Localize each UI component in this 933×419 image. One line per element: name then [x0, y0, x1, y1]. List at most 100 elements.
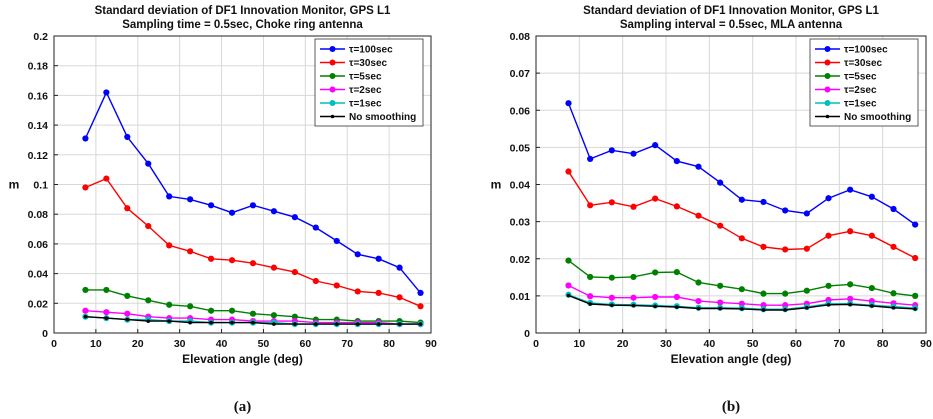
- y-tick-label: 0.03: [510, 217, 531, 229]
- y-tick-label: 0.01: [510, 291, 531, 303]
- data-point: [868, 284, 875, 292]
- y-tick-label: 0.07: [510, 68, 531, 80]
- legend-entry: τ=2sec: [349, 85, 382, 96]
- data-point: [187, 303, 194, 310]
- data-point: [124, 205, 131, 212]
- data-point: [695, 279, 702, 286]
- chart-title: Standard deviation of DF1 Innovation Mon…: [95, 5, 391, 17]
- data-point: [355, 322, 360, 326]
- legend-swatch-marker: [329, 59, 336, 66]
- x-tick-label: 40: [703, 338, 715, 350]
- legend-swatch-marker: [824, 73, 831, 79]
- x-tick-label: 60: [790, 338, 802, 350]
- data-point: [912, 292, 919, 299]
- legend-entry: τ=30sec: [844, 58, 883, 69]
- data-point: [847, 186, 854, 193]
- legend-swatch-marker: [824, 59, 831, 66]
- legend-entry: τ=1sec: [349, 99, 382, 110]
- data-point: [228, 209, 236, 216]
- legend-swatch-marker: [329, 86, 336, 93]
- data-point: [166, 193, 173, 200]
- series-0: [565, 100, 919, 228]
- legend-entry: τ=5sec: [844, 72, 877, 83]
- legend-box: [314, 38, 424, 127]
- legend-swatch-marker: [329, 46, 336, 52]
- data-point: [630, 150, 637, 157]
- legend-entry: τ=30sec: [349, 58, 388, 69]
- data-point: [610, 303, 614, 307]
- x-tick-label: 60: [299, 338, 311, 350]
- data-point: [803, 287, 810, 294]
- data-point: [631, 303, 636, 308]
- legend-swatch-marker: [825, 114, 830, 119]
- legend-swatch-marker: [329, 73, 336, 79]
- legend-entry: τ=100sec: [844, 45, 888, 56]
- data-point: [760, 243, 767, 250]
- x-tick-label: 80: [877, 338, 889, 350]
- data-point: [608, 294, 615, 301]
- data-point: [738, 286, 745, 293]
- data-point: [608, 199, 615, 206]
- data-point: [825, 232, 832, 239]
- x-tick-label: 30: [174, 338, 186, 350]
- series-1: [565, 168, 919, 262]
- data-point: [587, 202, 594, 209]
- series-5: [83, 314, 423, 326]
- data-point: [587, 273, 594, 281]
- data-point: [83, 314, 88, 319]
- y-tick-label: 0: [42, 328, 48, 340]
- data-point: [104, 316, 109, 320]
- data-point: [760, 198, 767, 206]
- series-2: [565, 257, 919, 299]
- data-point: [673, 293, 680, 301]
- data-point: [847, 295, 854, 302]
- data-point: [652, 195, 659, 202]
- data-point: [652, 293, 659, 301]
- chart-b: Standard deviation of DF1 Innovation Mon…: [491, 5, 932, 415]
- legend-entry: τ=100sec: [349, 45, 393, 56]
- data-point: [249, 310, 257, 317]
- x-tick-label: 0: [533, 338, 539, 350]
- legend-swatch-marker: [330, 114, 335, 119]
- data-point: [738, 235, 745, 242]
- y-axis-label: m: [9, 178, 20, 192]
- data-point: [782, 207, 789, 214]
- data-point: [166, 242, 173, 249]
- data-point: [354, 251, 361, 258]
- y-tick-label: 0.05: [510, 142, 531, 154]
- data-point: [695, 163, 702, 170]
- data-point: [249, 260, 257, 267]
- data-point: [124, 310, 131, 317]
- x-tick-label: 70: [341, 338, 353, 350]
- data-point: [209, 320, 213, 325]
- data-point: [228, 257, 236, 264]
- data-point: [82, 135, 89, 142]
- data-point: [738, 196, 745, 203]
- y-tick-label: 0.16: [28, 90, 49, 102]
- data-point: [417, 303, 424, 310]
- legend-entry: τ=5sec: [349, 72, 382, 83]
- data-point: [890, 205, 897, 213]
- figure-caption: (a): [234, 399, 252, 415]
- legend: τ=100sec τ=30sec τ=5sec τ=2sec τ=1sec No smoo…: [809, 38, 919, 127]
- y-tick-label: 0.02: [510, 254, 531, 266]
- data-point: [188, 320, 192, 325]
- data-point: [890, 290, 897, 297]
- data-point: [207, 255, 215, 262]
- data-point: [103, 89, 110, 96]
- y-tick-label: 0: [524, 328, 530, 340]
- data-point: [124, 133, 131, 141]
- legend-entry: No smoothing: [844, 112, 911, 123]
- data-point: [167, 319, 171, 323]
- data-point: [673, 203, 680, 210]
- data-point: [717, 179, 724, 186]
- y-tick-label: 0.08: [510, 31, 531, 43]
- data-point: [870, 304, 874, 308]
- data-point: [740, 307, 744, 311]
- data-point: [272, 322, 276, 326]
- data-point: [825, 282, 832, 289]
- data-point: [803, 245, 810, 252]
- data-point: [761, 308, 766, 312]
- data-point: [354, 288, 361, 295]
